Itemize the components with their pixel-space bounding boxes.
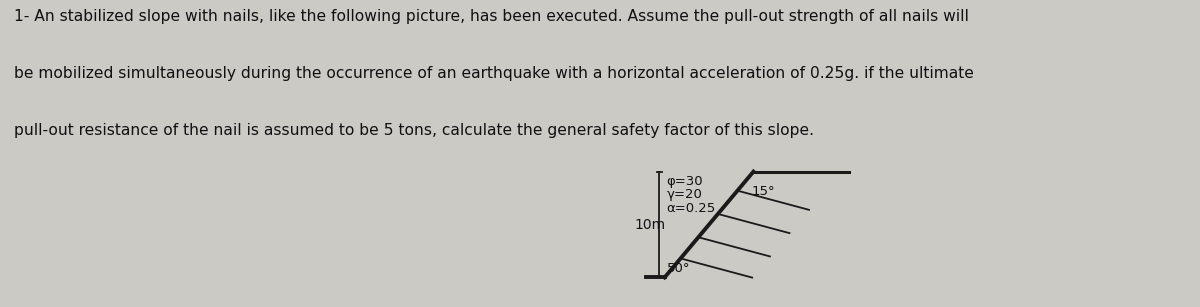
Text: be mobilized simultaneously during the occurrence of an earthquake with a horizo: be mobilized simultaneously during the o… <box>14 66 974 81</box>
Text: α=0.25: α=0.25 <box>667 202 716 215</box>
Text: γ=20: γ=20 <box>667 188 702 201</box>
Text: 50°: 50° <box>666 262 690 275</box>
Text: 1- An stabilized slope with nails, like the following picture, has been executed: 1- An stabilized slope with nails, like … <box>14 9 970 24</box>
Text: 10m: 10m <box>635 218 665 231</box>
Text: pull-out resistance of the nail is assumed to be 5 tons, calculate the general s: pull-out resistance of the nail is assum… <box>14 123 815 138</box>
Text: φ=30: φ=30 <box>667 175 703 188</box>
Text: 15°: 15° <box>751 185 775 198</box>
